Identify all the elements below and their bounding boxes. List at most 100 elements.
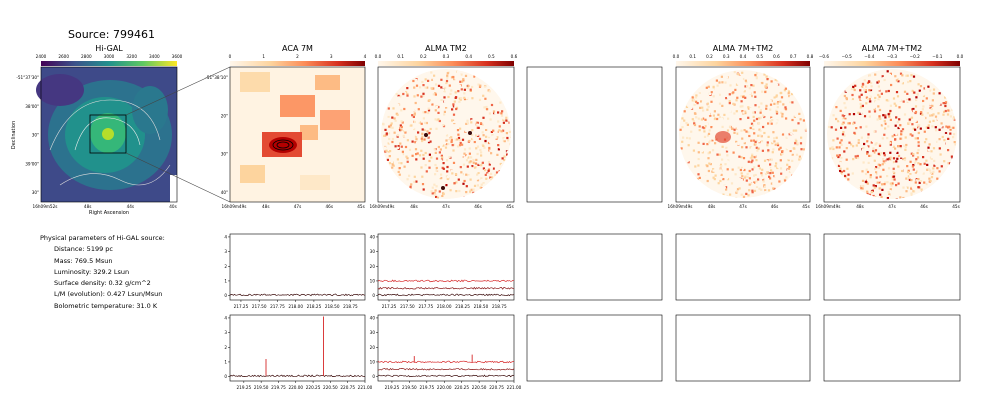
spectrum-xtick: 220.25 xyxy=(454,385,469,390)
spectrum-ytick: 10 xyxy=(370,359,376,364)
spectrum-ytick: 10 xyxy=(370,278,376,283)
higal-ytick: -51°37'30" xyxy=(16,75,39,80)
higal-xtick: 16h09m52s xyxy=(33,204,58,209)
aca7m-cbar-tick: 2 xyxy=(296,54,299,59)
physical-surface-density: Surface density: 0.32 g/cm^2 xyxy=(54,279,151,288)
spectrum-xtick: 217.25 xyxy=(234,304,249,309)
alma7mtm2b-cbar-tick: −0.2 xyxy=(910,54,921,59)
spectrum-xtick: 218.50 xyxy=(325,304,340,309)
alma7mtm2b-cbar-tick: 0.0 xyxy=(957,54,964,59)
spectrum-xtick: 217.75 xyxy=(270,304,285,309)
physical-luminosity: Luminosity: 329.2 Lsun xyxy=(54,267,130,276)
spectrum-xtick: 220.00 xyxy=(288,385,303,390)
alma7mtm2b-xtick: 46s xyxy=(920,204,928,209)
aca7m-colorbar xyxy=(230,61,365,66)
spectrum-ytick: 3 xyxy=(224,249,227,254)
higal-xtick: 40s xyxy=(169,204,177,209)
physical-distance: Distance: 5199 pc xyxy=(54,245,113,254)
alma7mtm2b-xtick: 48s xyxy=(856,204,864,209)
spectrum-ytick: 0 xyxy=(372,374,375,379)
zoom-box xyxy=(89,114,127,154)
spectrum-xtick: 221.00 xyxy=(507,385,522,390)
spectrum-ytick: 1 xyxy=(224,278,227,283)
higal-cbar-tick: 2600 xyxy=(58,54,69,59)
alma7mtm2b-cbar-tick: −0.6 xyxy=(819,54,830,59)
alma7mtm2b-xtick: 47s xyxy=(888,204,896,209)
spectrum-line xyxy=(377,279,514,283)
alma7mtm2-xtick: 45s xyxy=(802,204,810,209)
aca7m-xtick: 46s xyxy=(325,204,333,209)
empty-spectrum-panel xyxy=(823,314,961,382)
alma7mtm2-cbar-tick: 0.7 xyxy=(790,54,797,59)
empty-spectrum-panel xyxy=(526,314,663,382)
alma7mtm2-cbar-tick: 0.8 xyxy=(807,54,814,59)
higal-ylabel: Declination xyxy=(11,121,17,149)
spectrum-ytick: 2 xyxy=(224,345,227,350)
almatm2-panel xyxy=(377,61,515,203)
spectrum-xtick: 217.50 xyxy=(252,304,267,309)
alma7mtm2-panel xyxy=(675,61,811,203)
almatm2-cbar-tick: 0.3 xyxy=(443,54,450,59)
aca7m-cbar-tick: 4 xyxy=(364,54,367,59)
aca7m-cbar-tick: 1 xyxy=(262,54,265,59)
higal-cbar-tick: 2800 xyxy=(81,54,92,59)
higal-ytick: 30" xyxy=(32,190,39,195)
higal-cbar-tick: 3000 xyxy=(104,54,115,59)
empty-image-panel xyxy=(526,66,663,203)
almatm2-cbar-tick: 0.6 xyxy=(511,54,518,59)
spectrum-line xyxy=(377,293,515,297)
spectrum-ytick: 4 xyxy=(224,234,227,239)
aca7m-title: ACA 7M xyxy=(282,44,313,53)
alma7mtm2-xtick: 48s xyxy=(708,204,716,209)
physical-mass: Mass: 769.5 Msun xyxy=(54,256,113,265)
physical-parameters: Physical parameters of Hi-GAL source: Di… xyxy=(40,233,165,312)
higal-xtick: 48s xyxy=(84,204,92,209)
higal-cbar-tick: 3200 xyxy=(126,54,137,59)
spectrum-ytick: 0 xyxy=(224,374,227,379)
spectrum-xtick: 220.50 xyxy=(472,385,487,390)
spectrum-ytick: 40 xyxy=(370,234,376,239)
higal-colorbar xyxy=(41,61,177,66)
spectrum-ytick: 3 xyxy=(224,330,227,335)
spectrum-line xyxy=(229,293,366,297)
spectrum-xtick: 219.50 xyxy=(254,385,269,390)
higal-xlabel: Right Ascension xyxy=(89,210,129,216)
physical-lm: L/M (evolution): 0.427 Lsun/Msun xyxy=(54,290,163,299)
spectrum-xtick: 220.75 xyxy=(340,385,355,390)
spectrum-ytick: 1 xyxy=(224,359,227,364)
spectrum-ytick: 0 xyxy=(224,293,227,298)
almatm2-xtick: 16h09m49s xyxy=(370,204,395,209)
aca7m-ytick: 20" xyxy=(221,113,228,118)
aca7m-cbar-tick: 0 xyxy=(229,54,232,59)
spectrum-line xyxy=(377,360,515,364)
alma7mtm2b-panel xyxy=(823,61,961,203)
almatm2-xtick: 45s xyxy=(506,204,514,209)
empty-spectrum-panel xyxy=(823,233,961,301)
almatm2-cbar-tick: 0.2 xyxy=(420,54,427,59)
spectrum-xtick: 218.75 xyxy=(492,304,507,309)
spectrum-ytick: 30 xyxy=(370,330,376,335)
spectrum-tm2-row2: 219.25 219.50 219.75 220.00 220.25 220.50 220.… xyxy=(370,314,522,390)
spectrum-line xyxy=(377,367,515,371)
spectrum-xtick: 221.00 xyxy=(358,385,373,390)
higal-ytick: 30" xyxy=(32,133,39,138)
spectrum-aca-row1: 217.25 217.50 217.75 218.00 218.25 218.50 218.… xyxy=(224,233,366,309)
spectrum-xtick: 219.25 xyxy=(385,385,400,390)
aca7m-xtick: 16h09m49s xyxy=(222,204,247,209)
alma7mtm2-cbar-tick: 0.2 xyxy=(706,54,713,59)
almatm2-xtick: 48s xyxy=(410,204,418,209)
alma7mtm2-cbar-tick: 0.1 xyxy=(689,54,696,59)
spectrum-xtick: 220.50 xyxy=(323,385,338,390)
spectrum-line xyxy=(229,374,365,378)
spectrum-ytick: 30 xyxy=(370,249,376,254)
spectrum-xtick: 220.25 xyxy=(306,385,321,390)
alma7mtm2-cbar-tick: 0.3 xyxy=(723,54,730,59)
almatm2-cbar-tick: 0.1 xyxy=(397,54,404,59)
aca7m-ytick: 30" xyxy=(221,152,228,157)
spectrum-xtick: 218.25 xyxy=(455,304,470,309)
almatm2-xtick: 47s xyxy=(442,204,450,209)
spectrum-line xyxy=(377,286,515,290)
higal-cbar-tick: 3400 xyxy=(149,54,160,59)
alma7mtm2-cbar-tick: 0.0 xyxy=(673,54,680,59)
spectra: 217.25 217.50 217.75 218.00 218.25 218.50 218.… xyxy=(224,233,522,390)
